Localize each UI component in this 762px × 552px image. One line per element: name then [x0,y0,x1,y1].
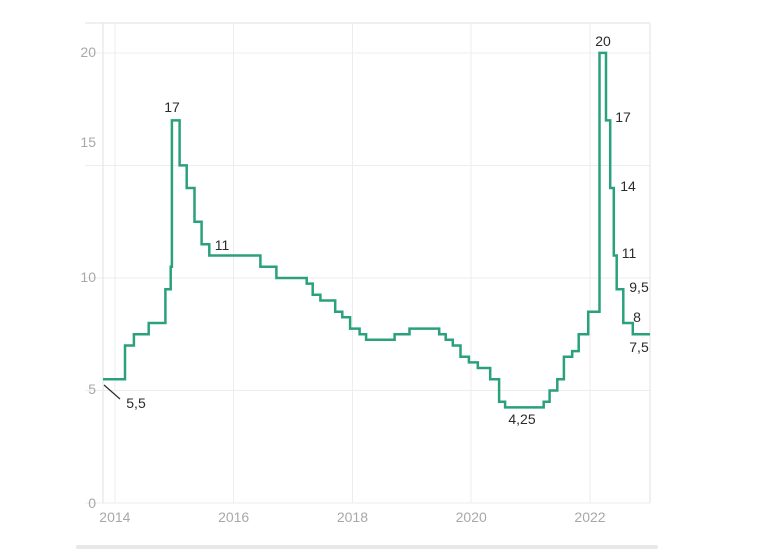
annotation-label: 11 [215,237,230,253]
annotation-label: 11 [622,245,637,261]
annotation-label: 5,5 [126,395,146,411]
annotation-label: 4,25 [508,411,535,427]
y-tick-label: 0 [88,495,96,511]
annotation-label: 14 [620,178,636,194]
y-tick-label: 5 [88,381,96,397]
y-tick-label: 10 [80,269,96,285]
annotation-label: 7,5 [629,339,649,355]
annotation-label: 17 [164,99,180,115]
rate-step-line [103,51,650,409]
x-tick-label: 2020 [456,509,487,525]
annotation-label: 20 [595,33,611,49]
bottom-divider [76,545,658,549]
x-tick-label: 2022 [574,509,605,525]
x-tick-label: 2018 [337,509,368,525]
annotation-callout-line [103,384,121,400]
x-tick-label: 2014 [99,509,130,525]
annotation-label: 17 [615,109,631,125]
annotation-label: 9,5 [629,279,649,295]
y-tick-label: 20 [80,44,96,60]
annotation-label: 8 [633,309,641,325]
y-tick-label: 15 [80,134,96,150]
x-tick-label: 2016 [218,509,249,525]
